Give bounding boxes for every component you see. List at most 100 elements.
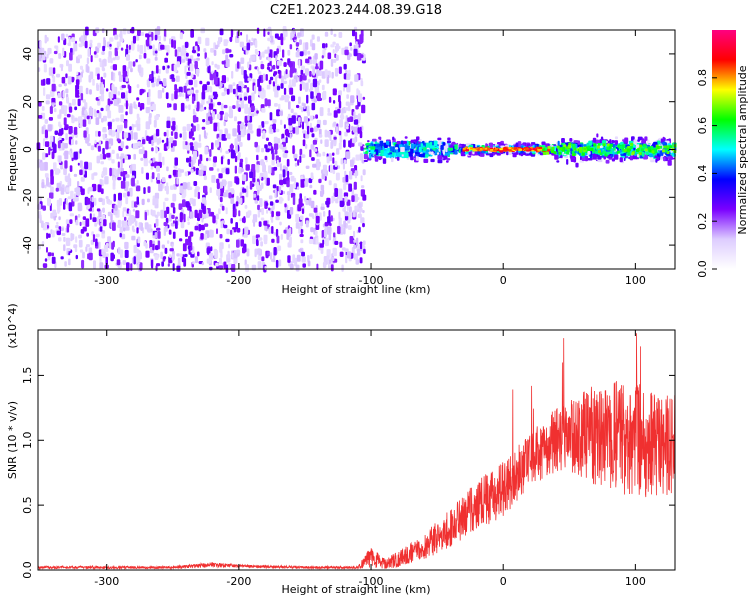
heatmap-cell <box>117 91 120 96</box>
heatmap-cell <box>301 256 306 263</box>
heatmap-cell <box>243 233 248 238</box>
heatmap-cell <box>177 51 180 57</box>
snr-line <box>37 333 676 571</box>
heatmap-cell <box>345 174 349 183</box>
heatmap-cell <box>271 152 275 160</box>
heatmap-cell <box>238 210 241 217</box>
heatmap-cell <box>264 155 268 161</box>
heatmap-cell <box>326 156 330 164</box>
heatmap-cell <box>66 248 71 252</box>
heatmap-cell <box>566 151 570 155</box>
heatmap-cell <box>182 131 187 141</box>
heatmap-cell <box>190 73 194 78</box>
heatmap-cell <box>43 78 46 86</box>
heatmap-cell <box>575 162 579 168</box>
heatmap-cell <box>244 103 249 111</box>
heatmap-cell <box>73 42 78 52</box>
heatmap-cell <box>139 106 142 111</box>
heatmap-cell <box>74 106 78 111</box>
heatmap-cell <box>149 106 153 111</box>
heatmap-cell <box>299 155 302 163</box>
heatmap-cell <box>353 48 358 57</box>
heatmap-cell <box>264 98 268 107</box>
heatmap-cell <box>162 65 166 71</box>
heatmap-cell <box>156 263 161 267</box>
heatmap-cell <box>307 260 311 267</box>
heatmap-cell <box>341 47 345 55</box>
heatmap-cell <box>206 81 210 86</box>
heatmap-cell <box>244 109 249 114</box>
y-tick-label: 20 <box>21 95 34 109</box>
heatmap-cell <box>168 229 172 235</box>
heatmap-cell <box>100 76 103 83</box>
heatmap-cell <box>304 68 309 76</box>
heatmap-cell <box>503 148 507 151</box>
heatmap-cell <box>246 185 249 192</box>
y-tick-label: -40 <box>21 236 34 254</box>
heatmap-cell <box>190 145 194 151</box>
heatmap-cell <box>442 142 446 146</box>
heatmap-cell <box>355 205 359 210</box>
colorbar-tick-label: 0.4 <box>696 165 709 183</box>
heatmap-cell <box>86 66 90 73</box>
heatmap-cell <box>509 147 513 150</box>
heatmap-cell <box>135 35 140 41</box>
heatmap-cell <box>310 227 314 233</box>
heatmap-cell <box>226 228 230 235</box>
heatmap-cell <box>300 239 304 244</box>
heatmap-cell <box>273 166 278 171</box>
heatmap-cell <box>247 114 250 121</box>
heatmap-cell <box>418 141 421 144</box>
heatmap-cell <box>119 156 124 160</box>
heatmap-cell <box>353 111 356 120</box>
heatmap-cell <box>367 140 370 143</box>
heatmap-cell <box>186 123 191 132</box>
heatmap-cell <box>590 148 594 151</box>
heatmap-cell <box>209 211 215 217</box>
heatmap-cell <box>363 145 367 148</box>
heatmap-cell <box>107 121 112 127</box>
heatmap-cell <box>553 151 557 155</box>
heatmap-cell <box>92 234 96 243</box>
heatmap-cell <box>301 208 305 215</box>
heatmap-cell <box>100 93 105 102</box>
heatmap-cell <box>173 64 178 73</box>
heatmap-cell <box>422 146 427 151</box>
heatmap-cell <box>265 74 268 81</box>
heatmap-cell <box>308 59 313 65</box>
heatmap-cell <box>148 88 151 98</box>
heatmap-cell <box>666 150 670 154</box>
heatmap-cell <box>256 238 259 247</box>
heatmap-cell <box>187 216 190 222</box>
heatmap-cell <box>150 166 154 170</box>
heatmap-cell <box>286 180 290 188</box>
heatmap-cell <box>356 237 359 247</box>
heatmap-cell <box>637 138 641 141</box>
heatmap-cell <box>198 134 201 142</box>
heatmap-cell <box>105 196 108 200</box>
heatmap-cell <box>201 98 205 105</box>
heatmap-cell <box>69 213 74 217</box>
heatmap-cell <box>284 150 289 154</box>
heatmap-cell <box>102 147 105 155</box>
heatmap-cell <box>89 106 92 115</box>
heatmap-cell <box>65 237 71 246</box>
heatmap-cell <box>667 159 672 166</box>
heatmap-cell <box>350 95 355 103</box>
heatmap-cell <box>135 210 140 219</box>
heatmap-cell <box>127 191 130 197</box>
heatmap-cell <box>185 52 189 57</box>
heatmap-cell <box>320 190 324 197</box>
heatmap-cell <box>272 119 277 123</box>
heatmap-cell <box>109 167 112 177</box>
heatmap-cell <box>154 50 158 54</box>
heatmap-cell <box>136 196 139 205</box>
heatmap-cell <box>350 47 353 51</box>
heatmap-cell <box>129 187 132 192</box>
heatmap-cell <box>268 207 271 211</box>
heatmap-cell <box>99 218 103 223</box>
heatmap-cell <box>120 141 125 148</box>
heatmap-cell <box>112 222 116 231</box>
colorbar-gradient <box>712 30 736 269</box>
